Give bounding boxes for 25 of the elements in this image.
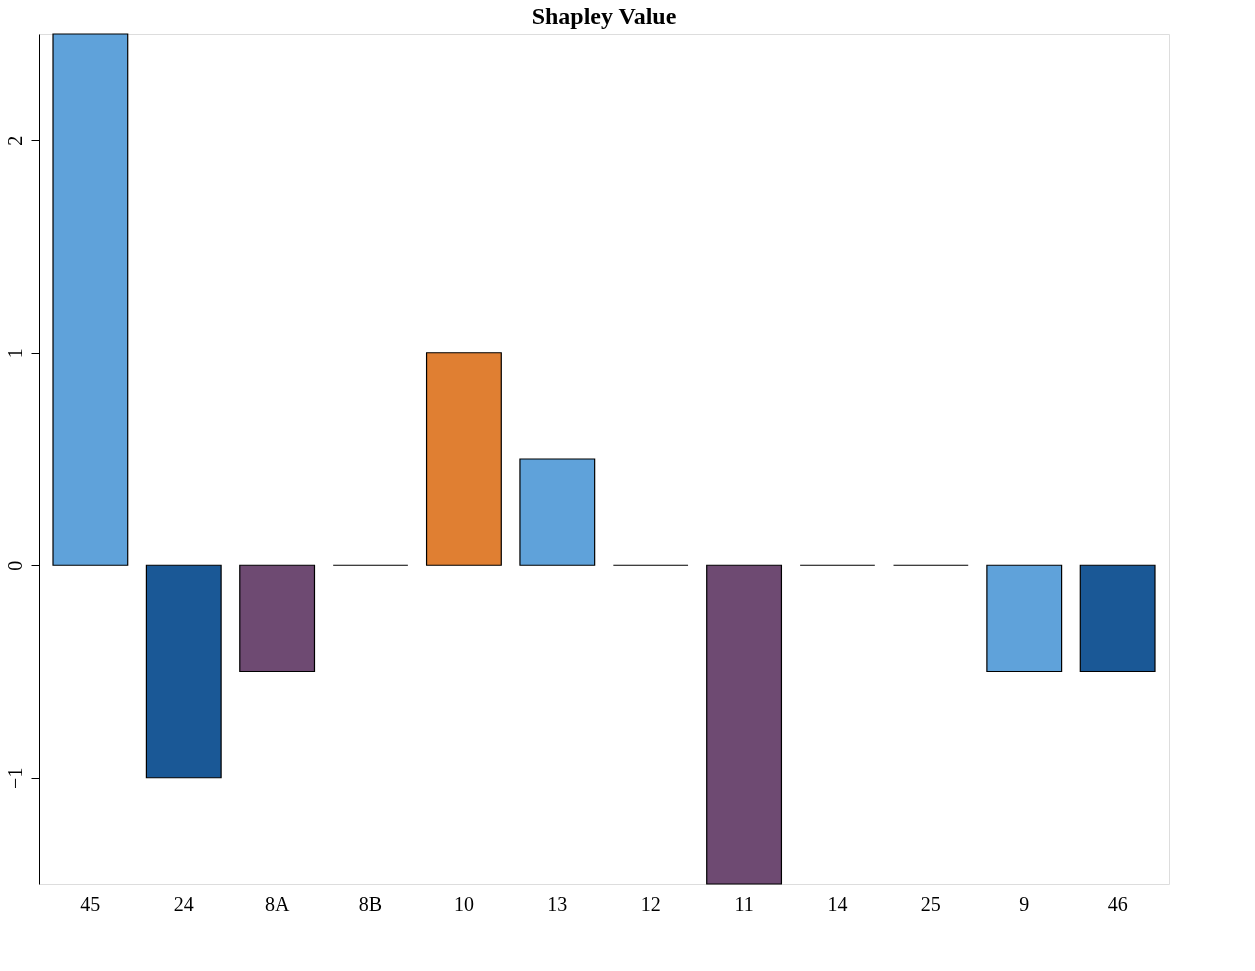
bar	[239, 564, 316, 673]
bar	[986, 564, 1063, 673]
x-tick-label: 12	[640, 892, 661, 915]
x-tick-label: 10	[453, 892, 474, 915]
x-tick-label: 46	[1107, 892, 1128, 915]
x-tick-label: 45	[80, 892, 101, 915]
chart-title: Shapley Value	[531, 3, 677, 30]
x-tick-label: 11	[734, 892, 754, 915]
x-tick-label: 8A	[264, 892, 290, 915]
x-tick-label: 14	[827, 892, 848, 915]
bar	[145, 564, 222, 779]
y-tick-label: 1	[3, 348, 26, 359]
y-tick-label: 0	[3, 560, 26, 571]
bar	[425, 352, 502, 566]
bar	[519, 458, 596, 566]
x-tick-label: 25	[920, 892, 941, 915]
y-tick-label: 2	[3, 135, 26, 146]
x-tick-label: 24	[173, 892, 194, 915]
bar	[706, 564, 783, 885]
x-tick-label: 9	[1019, 892, 1030, 915]
x-tick-label: 13	[547, 892, 568, 915]
bar	[52, 33, 129, 566]
x-tick-label: 8B	[358, 892, 383, 915]
bar	[1079, 564, 1156, 673]
y-tick-label: −1	[3, 767, 26, 789]
